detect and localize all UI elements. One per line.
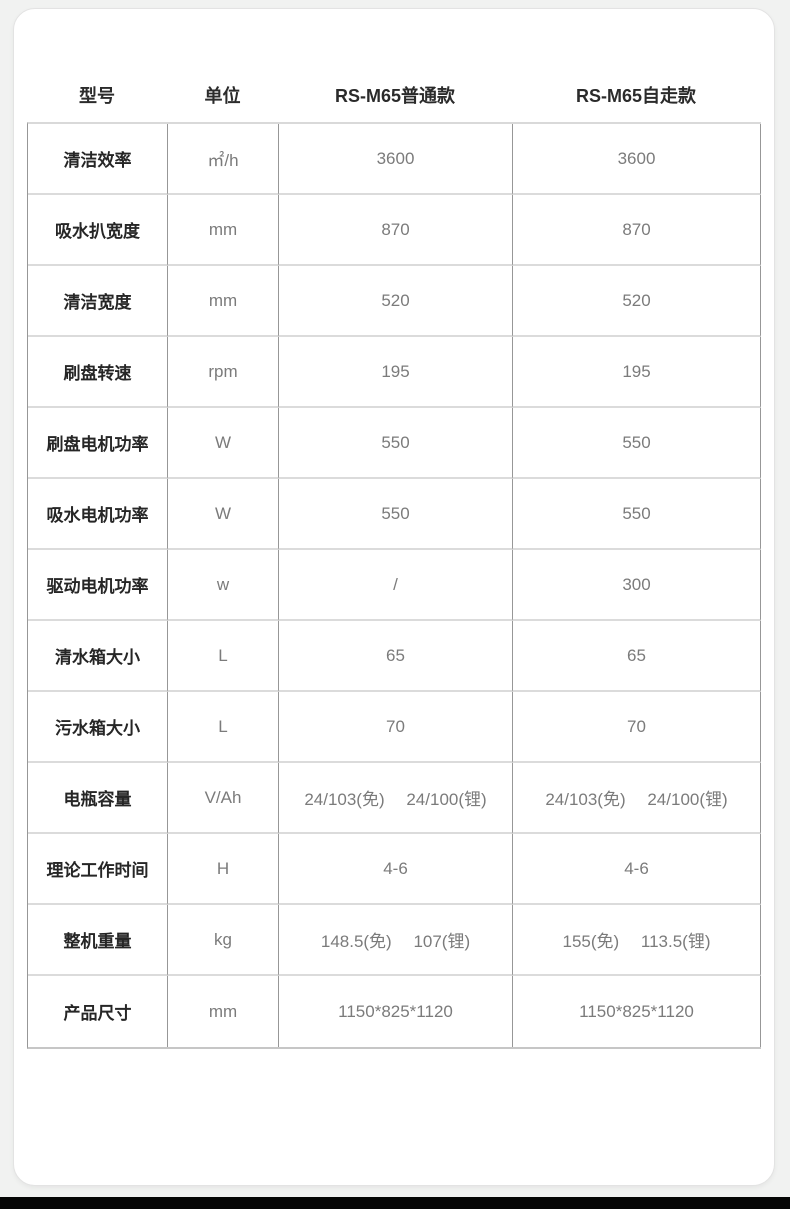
- spec-row-standard-value: 70: [279, 692, 513, 763]
- spec-row-unit: H: [168, 834, 279, 905]
- spec-row-label: 整机重量: [28, 905, 168, 976]
- spec-row-unit: mm: [168, 976, 279, 1047]
- spec-row-unit: L: [168, 621, 279, 692]
- header-standard-model: RS-M65普通款: [334, 86, 455, 106]
- spec-row-self-propelled-value: 520: [513, 266, 761, 337]
- spec-row-unit: W: [168, 408, 279, 479]
- header-unit: 单位: [204, 86, 241, 106]
- spec-row-standard-value: 148.5(免) 107(锂): [279, 905, 513, 976]
- spec-row-unit: V/Ah: [168, 763, 279, 834]
- spec-row-self-propelled-value: 65: [513, 621, 761, 692]
- spec-row-standard-value: 24/103(免) 24/100(锂): [279, 763, 513, 834]
- spec-row-unit: w: [168, 550, 279, 621]
- spec-row-label: 理论工作时间: [28, 834, 168, 905]
- header-model: 型号: [79, 86, 115, 106]
- spec-row-standard-value: 550: [279, 479, 513, 550]
- spec-row-self-propelled-value: 3600: [513, 124, 761, 195]
- spec-row-standard-value: 550: [279, 408, 513, 479]
- spec-row-standard-value: 520: [279, 266, 513, 337]
- spec-row-unit: ㎡/h: [168, 124, 279, 195]
- spec-row-self-propelled-value: 300: [513, 550, 761, 621]
- spec-row-unit: L: [168, 692, 279, 763]
- spec-row-self-propelled-value: 1150*825*1120: [513, 976, 761, 1047]
- spec-row-standard-value: 4-6: [279, 834, 513, 905]
- spec-row-label: 驱动电机功率: [28, 550, 168, 621]
- spec-row-self-propelled-value: 24/103(免) 24/100(锂): [513, 763, 761, 834]
- spec-table: 清洁效率 ㎡/h 3600 3600 吸水扒宽度 mm 870 870 清洁宽度…: [27, 122, 761, 1049]
- spec-card: 型号 单位 RS-M65普通款 RS-M65自走款 清洁效率 ㎡/h 3600 …: [13, 8, 775, 1186]
- spec-row-standard-value: 870: [279, 195, 513, 266]
- spec-row-self-propelled-value: 4-6: [513, 834, 761, 905]
- spec-row-self-propelled-value: 155(免) 113.5(锂): [513, 905, 761, 976]
- spec-row-self-propelled-value: 550: [513, 479, 761, 550]
- spec-row-unit: rpm: [168, 337, 279, 408]
- bottom-bar: [0, 1197, 790, 1209]
- spec-row-label: 污水箱大小: [28, 692, 168, 763]
- spec-row-standard-value: 3600: [279, 124, 513, 195]
- spec-row-unit: W: [168, 479, 279, 550]
- spec-row-standard-value: 195: [279, 337, 513, 408]
- spec-row-label: 吸水电机功率: [28, 479, 168, 550]
- spec-row-label: 清洁效率: [28, 124, 168, 195]
- spec-row-standard-value: 1150*825*1120: [279, 976, 513, 1047]
- spec-row-label: 清洁宽度: [28, 266, 168, 337]
- spec-row-self-propelled-value: 70: [513, 692, 761, 763]
- header-self-propelled-model: RS-M65自走款: [575, 86, 696, 106]
- spec-row-label: 电瓶容量: [28, 763, 168, 834]
- spec-row-standard-value: /: [279, 550, 513, 621]
- spec-table-header-row: 型号 单位 RS-M65普通款 RS-M65自走款: [27, 84, 760, 108]
- spec-row-unit: kg: [168, 905, 279, 976]
- spec-row-self-propelled-value: 870: [513, 195, 761, 266]
- spec-row-label: 清水箱大小: [28, 621, 168, 692]
- spec-row-self-propelled-value: 195: [513, 337, 761, 408]
- spec-row-standard-value: 65: [279, 621, 513, 692]
- spec-row-label: 刷盘转速: [28, 337, 168, 408]
- spec-row-label: 刷盘电机功率: [28, 408, 168, 479]
- spec-row-unit: mm: [168, 195, 279, 266]
- spec-row-self-propelled-value: 550: [513, 408, 761, 479]
- spec-row-label: 吸水扒宽度: [28, 195, 168, 266]
- spec-row-unit: mm: [168, 266, 279, 337]
- spec-row-label: 产品尺寸: [28, 976, 168, 1047]
